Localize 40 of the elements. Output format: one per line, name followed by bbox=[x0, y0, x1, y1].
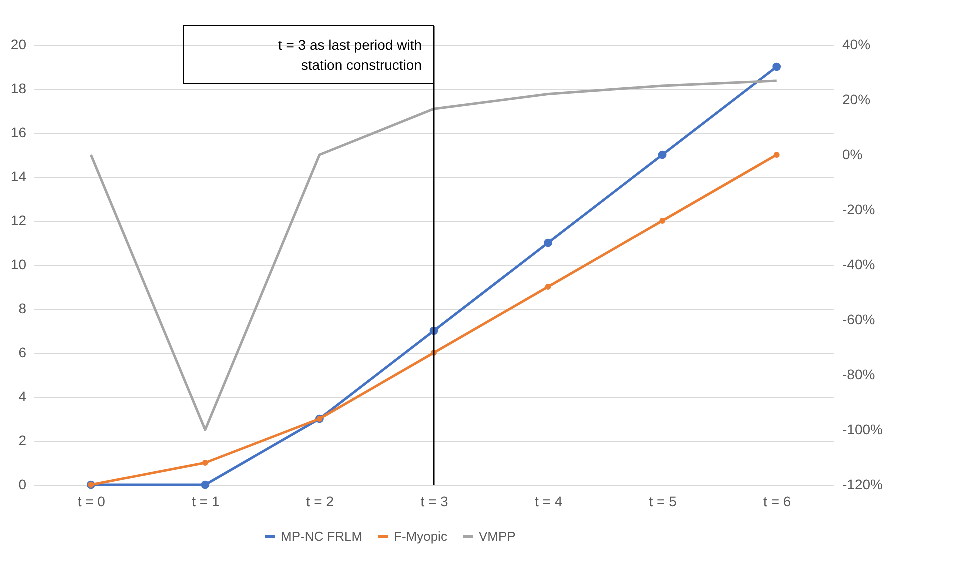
point bbox=[774, 152, 780, 158]
ref-line-label: t = 3 as last period with station construction bbox=[278, 37, 422, 73]
y-tick-label: 18 bbox=[10, 80, 27, 96]
y-tick-label: 6 bbox=[18, 344, 27, 360]
y2-tick-label: 0% bbox=[842, 146, 863, 162]
legend-label: F-Myopic bbox=[394, 528, 448, 544]
y-tick-label: 10 bbox=[10, 256, 27, 272]
x-tick-label: t = 5 bbox=[649, 494, 678, 510]
y2-tick-label: -80% bbox=[842, 366, 876, 382]
y-tick-label: 4 bbox=[18, 388, 27, 404]
x-tick-label: t = 4 bbox=[534, 494, 563, 510]
y-tick-label: 14 bbox=[10, 168, 27, 184]
point bbox=[658, 150, 667, 160]
y2-tick-label: -20% bbox=[842, 202, 876, 218]
point bbox=[544, 238, 552, 248]
point bbox=[201, 480, 210, 490]
y2-tick-label: -100% bbox=[842, 422, 883, 438]
y2-tick-label: -40% bbox=[842, 256, 876, 272]
x-tick-label: t = 2 bbox=[306, 494, 334, 510]
y-tick-label: 8 bbox=[18, 300, 27, 316]
y2-tick-label: 40% bbox=[842, 36, 871, 52]
point bbox=[202, 460, 208, 466]
y-tick-label: 12 bbox=[10, 212, 27, 228]
y-tick-label: 16 bbox=[10, 124, 27, 140]
x-tick-label: t = 0 bbox=[78, 494, 106, 510]
legend-label: VMPP bbox=[479, 528, 516, 544]
x-tick-label: t = 6 bbox=[764, 494, 792, 510]
x-tick-label: t = 3 bbox=[420, 494, 449, 510]
y-tick-label: 2 bbox=[18, 432, 27, 448]
y2-tick-label: -120% bbox=[842, 476, 883, 492]
legend-label: MP-NC FRLM bbox=[281, 528, 363, 544]
line-series bbox=[90, 80, 778, 432]
point bbox=[660, 218, 666, 224]
point bbox=[545, 284, 552, 290]
y2-tick-label: 20% bbox=[842, 92, 871, 108]
y-tick-label: 0 bbox=[18, 476, 27, 492]
y2-tick-label: -60% bbox=[842, 312, 876, 328]
point bbox=[772, 62, 782, 72]
x-tick-label: t = 1 bbox=[192, 494, 220, 510]
y-tick-label: 20 bbox=[10, 36, 27, 52]
